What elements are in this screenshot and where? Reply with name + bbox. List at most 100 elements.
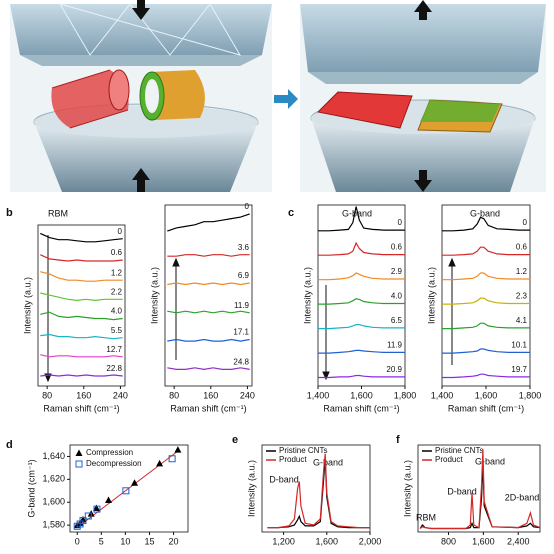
spectrum — [167, 310, 250, 314]
y-axis-label: Intensity (a.u.) — [246, 460, 256, 517]
point — [79, 517, 87, 525]
series-label: 4.1 — [516, 316, 528, 325]
series-label: 1.2 — [516, 267, 528, 276]
x-tick-label: 15 — [144, 536, 154, 546]
series-label: 6.5 — [391, 316, 403, 325]
point — [105, 496, 113, 503]
spectrum — [40, 311, 123, 321]
x-axis-label: Raman shift (cm⁻¹) — [43, 403, 119, 413]
series-label: 20.9 — [386, 365, 402, 374]
spectrum — [318, 206, 405, 232]
y-axis-label: Intensity (a.u.) — [402, 460, 412, 517]
x-tick-label: 160 — [203, 390, 218, 400]
series-label: 0.6 — [516, 243, 528, 252]
series-label: 17.1 — [233, 328, 249, 337]
series-label: 0 — [398, 218, 403, 227]
x-tick-label: 1,600 — [472, 536, 495, 546]
legend-label: Product — [435, 455, 463, 464]
point — [92, 504, 100, 511]
ribbon-red — [316, 91, 413, 129]
spectrum — [40, 292, 123, 302]
series-label: 0.6 — [391, 243, 403, 252]
spectrum — [40, 254, 123, 262]
panel-label: d — [6, 439, 13, 451]
x-tick-label: 1,800 — [519, 390, 542, 400]
annotation: D-band — [447, 486, 477, 496]
x-tick-label: 2,400 — [507, 536, 530, 546]
process-arrow — [274, 89, 298, 109]
y-tick-label: 1,620 — [42, 474, 65, 484]
plot-frame — [164, 204, 253, 387]
x-tick-label: 1,600 — [350, 390, 373, 400]
spectrum — [442, 348, 530, 354]
point — [131, 479, 139, 486]
series-label: 1.2 — [111, 268, 123, 277]
panel-label: e — [232, 434, 238, 446]
spectrum — [40, 333, 123, 340]
nanotube-green — [139, 70, 205, 121]
spectrum — [267, 453, 370, 529]
spectrum — [318, 272, 405, 281]
x-tick-label: 5 — [99, 536, 104, 546]
x-tick-label: 1,800 — [394, 390, 417, 400]
series-label: 11.9 — [387, 341, 403, 350]
series-label: 4.0 — [111, 307, 123, 316]
annotation: D-band — [269, 474, 299, 484]
spectrum — [419, 449, 541, 530]
x-tick-label: 1,200 — [272, 536, 295, 546]
series-label: 10.1 — [511, 341, 527, 350]
series-label: 4.0 — [391, 292, 403, 301]
panel-label: c — [288, 207, 294, 219]
spectrum — [318, 324, 405, 330]
legend-label: Product — [279, 455, 307, 464]
series-label: 12.7 — [106, 345, 122, 354]
arrows — [44, 235, 456, 383]
x-tick-label: 80 — [42, 390, 52, 400]
annotation: 2D-band — [505, 492, 540, 502]
series-label: 5.5 — [111, 326, 123, 335]
spectrum — [167, 282, 250, 286]
spectrum — [442, 373, 530, 379]
series-label: 24.8 — [233, 357, 249, 366]
point — [122, 487, 130, 495]
x-tick-label: 80 — [169, 390, 179, 400]
series-label: 19.7 — [511, 365, 527, 374]
point — [75, 460, 83, 468]
spectrum — [167, 213, 250, 232]
x-tick-label: 1,400 — [431, 390, 454, 400]
series-label: 11.9 — [234, 301, 250, 310]
annotation: G-band — [470, 208, 500, 218]
series-label: 22.8 — [106, 364, 122, 373]
spectrum — [167, 254, 250, 257]
x-axis-label: Raman shift (cm⁻¹) — [170, 403, 246, 413]
spectrum — [267, 458, 370, 529]
spectrum — [167, 367, 250, 371]
legend-label: Compression — [86, 448, 133, 457]
x-tick-label: 1,600 — [475, 390, 498, 400]
illustration-right — [300, 0, 546, 192]
annotation: G-band — [342, 208, 372, 218]
point — [156, 459, 164, 467]
x-tick-label: 1,600 — [316, 536, 339, 546]
x-tick-label: 10 — [120, 536, 130, 546]
illustration-left — [10, 0, 272, 192]
point — [84, 512, 92, 520]
y-tick-label: 1,580 — [42, 520, 65, 530]
spectrum — [318, 298, 405, 305]
series-label: 0.6 — [111, 248, 123, 257]
x-tick-label: 800 — [441, 536, 456, 546]
x-tick-label: 20 — [169, 536, 179, 546]
point — [93, 505, 101, 513]
spectrum — [167, 338, 250, 342]
annotation: G-band — [475, 456, 505, 466]
y-tick-label: 1,600 — [42, 497, 65, 507]
series-label: 6.9 — [238, 271, 250, 280]
spectrum — [40, 232, 123, 243]
plot-frame — [417, 444, 541, 533]
legend-label: Pristine CNTs — [435, 446, 483, 455]
x-axis-label: Raman shift (cm⁻¹) — [323, 403, 399, 413]
spectrum — [442, 272, 530, 281]
spectrum — [318, 349, 405, 354]
series-label: 0 — [118, 227, 123, 236]
